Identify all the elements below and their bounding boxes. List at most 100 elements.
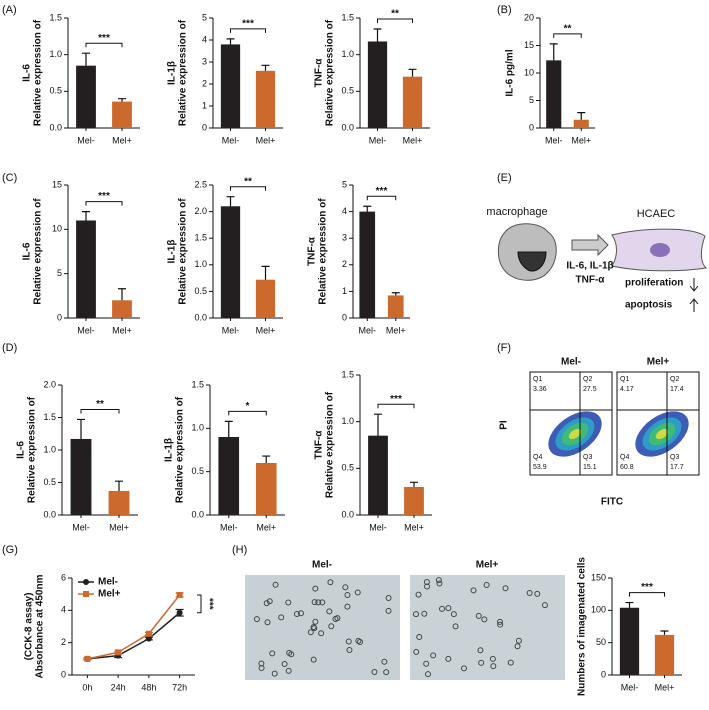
x-tick-label: 72h [172,682,187,692]
y-tick-label: 1.5 [341,12,354,22]
significance-bracket [228,410,267,416]
y-tick-label: 5 [529,95,534,105]
cell [312,618,319,625]
diagram: macrophage HCAEC IL-6, IL-1β TNF-α proli… [486,206,708,312]
x-tick-label: Mel+ [256,135,276,145]
quadrant-name: Q4 [620,454,629,461]
cell [502,585,509,592]
bar [619,607,640,675]
point [145,635,152,642]
y-axis-label: IL-6 [22,64,33,82]
cell [310,624,317,631]
y-tick-label: 1.0 [194,259,207,269]
error-bar [625,601,634,608]
density [655,428,669,440]
legend-label: Mel- [98,577,118,588]
significance-bracket [377,18,413,23]
quadrant-value: 27.5 [583,386,597,393]
cell [278,614,285,621]
y-tick-label: 0.5 [191,466,204,476]
y-axis-label: Relative expression of [33,19,44,126]
cell [272,581,279,588]
bar [76,220,96,318]
cell [264,619,271,626]
y-tick-label: 100 [591,605,606,615]
y-tick-label: 4 [61,605,66,615]
y-tick-label: 0.5 [49,86,62,96]
cell [315,599,322,606]
cell [450,611,457,618]
y-axis-label: TNF-α [314,58,325,88]
cell [297,610,304,617]
y-tick-label: 0.0 [191,509,204,519]
cell [326,608,333,615]
significance: *** [641,582,653,593]
y-tick-label: 1.5 [43,412,56,422]
y-axis-label: TNF-α [307,236,318,266]
point [176,609,183,616]
bar [359,211,376,318]
legend-marker [83,591,89,597]
significance-bracket [629,592,665,597]
significance-bracket [85,201,123,206]
quadrant-name: Q1 [620,376,629,383]
cell [435,577,442,584]
x-tick-label: Mel+ [655,682,675,692]
x-tick-label: Mel- [369,135,387,145]
x-tick-label: 48h [141,682,156,692]
plot-title: Mel- [561,357,581,368]
cell [258,664,265,671]
y-tick-label: 1 [342,286,347,296]
bar [220,44,241,128]
nucleus [517,251,547,272]
y-tick-label: 2.0 [43,379,56,389]
y-tick-label: 0.0 [341,122,354,132]
error-bar [410,481,418,487]
image-title: Mel- [312,560,332,571]
error-bar [77,418,85,439]
significance: ** [564,23,572,34]
significance-bracket [553,33,582,38]
bar [255,463,277,515]
significance: *** [376,186,388,197]
y-tick-label: 2.5 [194,179,207,189]
x-tick-label: Mel+ [403,135,423,145]
significance: ** [244,176,252,187]
cell [445,605,452,612]
cell [413,648,420,655]
cell [430,652,437,659]
y-axis-label: Relative expression of [27,396,38,503]
error-bar [374,413,382,436]
y-axis-label: Absorbance at 450nm [35,574,46,678]
bar [367,41,388,128]
x-tick-label: Mel- [222,135,240,145]
cell [385,594,392,601]
x-tick-label: Mel+ [256,325,276,335]
significance: *** [390,394,402,405]
image-title: Mel+ [476,560,499,571]
cell [285,599,292,606]
quadrant-name: Q3 [670,454,679,461]
y-tick-label: 1.5 [49,12,62,22]
significance-bracket [197,594,202,614]
y-axis-label: Relative expression of [178,198,189,305]
y-tick-label: 1.5 [194,233,207,243]
cell [286,649,293,656]
cell [416,634,423,641]
y-tick-label: 1 [202,100,207,110]
cell [307,629,314,636]
bar [76,65,96,128]
cell [490,663,497,670]
bar [402,76,423,128]
x-tick-label: Mel+ [404,522,424,532]
error-bar [82,52,90,66]
bar [368,435,388,515]
cell [385,607,392,614]
x-tick-label: Mel- [220,522,238,532]
panel-label: (C) [2,172,17,184]
cell [346,647,353,654]
error-bar [363,205,372,212]
panel-label: (H) [232,544,247,556]
x-tick-label: Mel+ [386,325,406,335]
x-tick-label: 24h [111,682,126,692]
